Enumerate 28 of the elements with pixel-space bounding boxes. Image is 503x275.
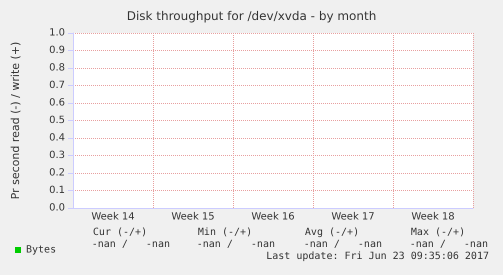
y-tick-label: 0.8 <box>49 62 65 74</box>
y-tick-label: 0.5 <box>49 115 65 126</box>
x-tick-label: Week 14 <box>91 212 135 222</box>
text: Cur (-/+) <box>92 227 148 238</box>
text: Avg (-/+) <box>304 227 360 238</box>
y-tick-label: 0.7 <box>49 80 65 91</box>
x-tick-label: Week 18 <box>411 212 455 222</box>
y-tick-label: 0.9 <box>49 45 65 56</box>
y-tick-label: 0.3 <box>49 150 65 161</box>
text: -nan / -nan <box>196 239 275 250</box>
legend-label: Bytes <box>26 244 56 256</box>
y-tick-label: 0.0 <box>49 202 65 214</box>
chart-title: Disk throughput for /dev/xvda - by month <box>126 9 376 23</box>
y-tick-label: 0.4 <box>49 132 65 144</box>
text: Max (-/+) <box>410 227 466 238</box>
y-tick-label: 1.0 <box>49 28 65 38</box>
text: -nan / -nan <box>90 239 170 250</box>
text: -nan / -nan <box>302 239 382 250</box>
y-tick-label: 0.1 <box>49 185 65 196</box>
x-tick-label: Week 15 <box>171 212 215 222</box>
text: Min (-/+) <box>196 227 254 238</box>
y-axis-title: Pr second read (-) / write (+) <box>9 42 22 200</box>
x-tick-label: Week 17 <box>331 212 375 222</box>
x-tick-label: Week 16 <box>251 212 295 222</box>
y-tick-label: 0.6 <box>49 98 65 108</box>
y-tick-label: 0.2 <box>49 168 65 178</box>
text: Last update: Fri Jun 23 09:35:06 2017 <box>266 251 489 262</box>
text: -nan / -nan <box>408 239 488 250</box>
